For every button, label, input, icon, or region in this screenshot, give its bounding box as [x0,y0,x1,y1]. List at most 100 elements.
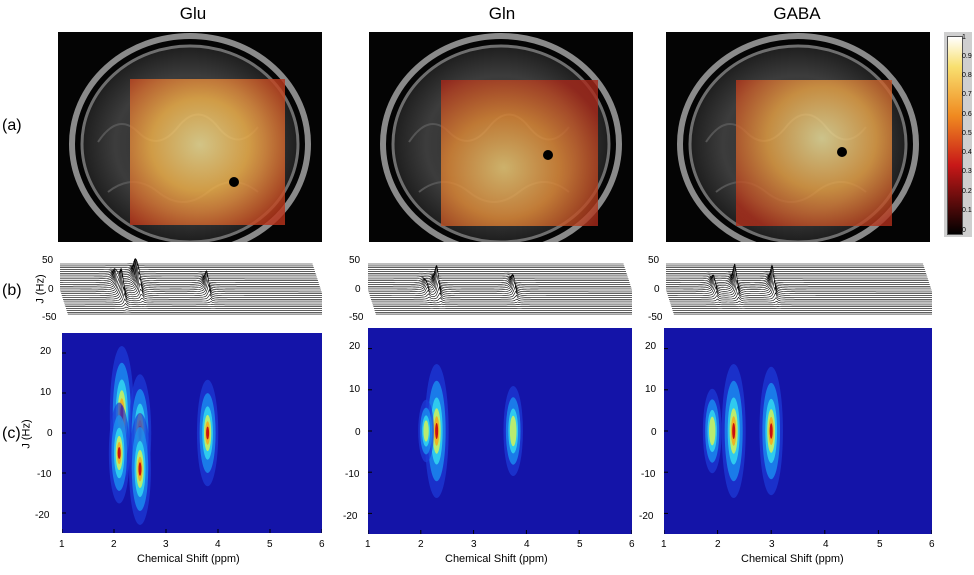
spectrum-line [60,258,319,283]
spectrum-fill [666,264,932,293]
spectrum-line [60,262,317,276]
peak-contour [732,422,736,440]
contour-xtick: 2 [111,539,117,550]
spectrum-line [60,266,321,291]
stack-tick: 50 [42,255,54,266]
spectrum-line [60,264,314,267]
spectrum-line [372,303,632,306]
contour-xtick: 6 [929,539,935,550]
peak [418,399,434,463]
contour-xtick: 4 [215,539,221,550]
stack-tick: 0 [355,284,361,295]
spectrum-line [368,274,629,280]
contour-xtick: 5 [267,539,273,550]
spectrum-line [666,265,931,287]
spectrum-line [368,265,632,291]
spectrum-fill [667,272,932,297]
spectrum-line [371,297,632,302]
spectrum-fill [63,286,322,305]
spectrum-fill [60,265,317,277]
contour-ytick: 20 [40,346,52,357]
peak-contour [206,426,210,440]
peak-contour [769,423,773,439]
spectrum-fill [368,268,632,295]
peak [424,364,449,498]
spectrum-fill [371,292,632,303]
spectrum-fill [669,297,932,305]
spectrum-fill [368,265,632,293]
spectrum-fill [60,268,322,295]
voxel-marker [229,177,239,187]
peak [702,388,722,474]
spectrum-fill [60,261,318,280]
contour-xtick: 3 [471,539,477,550]
peak-contour [509,415,517,447]
contour-xtick: 1 [59,539,65,550]
colorbar-tick: 0.6 [962,111,972,118]
spectrum-line [63,286,322,302]
spectrum-line [368,273,628,276]
spectrum-fill [673,314,932,318]
row-label-c: (c) [2,425,21,442]
spectrum-fill [666,267,932,295]
colorbar-tick: 0.3 [962,168,972,175]
contour-ytick: 0 [47,428,53,439]
spectrum-line [666,268,930,285]
spectrum-fill [60,258,319,284]
contour-map-gaba [663,328,933,534]
peak [196,379,219,487]
peak-contour [423,420,429,442]
spectrum-fill [369,280,632,299]
contour-ytick: -10 [345,469,360,480]
spectrum-line [667,279,932,296]
stack-tick: 0 [654,284,660,295]
row-label-b: (b) [2,282,22,299]
contour-ytick: -20 [639,511,654,522]
spectrum-fill [60,267,322,293]
spectrum-line [60,266,314,268]
colorbar-tick: 0.5 [962,130,972,137]
contour-ytick: 20 [645,341,657,352]
contour-map-glu [61,333,323,533]
spectrum-line [60,258,318,281]
stack-tick: 50 [349,255,361,266]
peak-contour [138,462,142,476]
contour-xtick: 6 [629,539,635,550]
spectrum-line [368,273,629,281]
peak-contour [117,446,121,460]
spectrum-line [60,266,315,270]
row-label-a: (a) [2,117,22,134]
spectrum-line [368,265,632,289]
spectrum-fill [668,286,932,301]
voxel-marker [543,150,553,160]
contour-ytick: 20 [349,341,361,352]
spectrum-fill [369,274,632,297]
spectrum-line [60,259,320,285]
colorbar-tick: 1 [962,34,966,41]
spectrum-line [669,291,932,300]
stack-tick: 0 [48,284,54,295]
spectrum-line [368,269,631,285]
spectrum-line [61,268,322,294]
stack-tick: 50 [648,255,660,266]
stacked-spectra-glu [60,254,322,320]
spectrum-line [370,285,632,298]
spectrum-line [666,274,928,278]
spectrum-line [368,268,632,293]
spectrum-fill [62,273,322,301]
peak [108,402,130,504]
spectrum-line [65,303,322,307]
brain-map-gaba [666,32,930,242]
contour-xtick: 2 [418,539,424,550]
contour-xtick: 3 [769,539,775,550]
spectrum-line [666,274,928,280]
contour-ytick: -10 [641,469,656,480]
spectrum-line [66,306,322,309]
spectrum-line [372,300,632,304]
spectrum-line [60,268,322,293]
contour-ytick: 10 [349,384,361,395]
spectrum-line [63,279,322,300]
spectrum-line [368,266,631,287]
column-title-glu: Glu [179,4,207,23]
contour-xtick: 6 [319,539,325,550]
